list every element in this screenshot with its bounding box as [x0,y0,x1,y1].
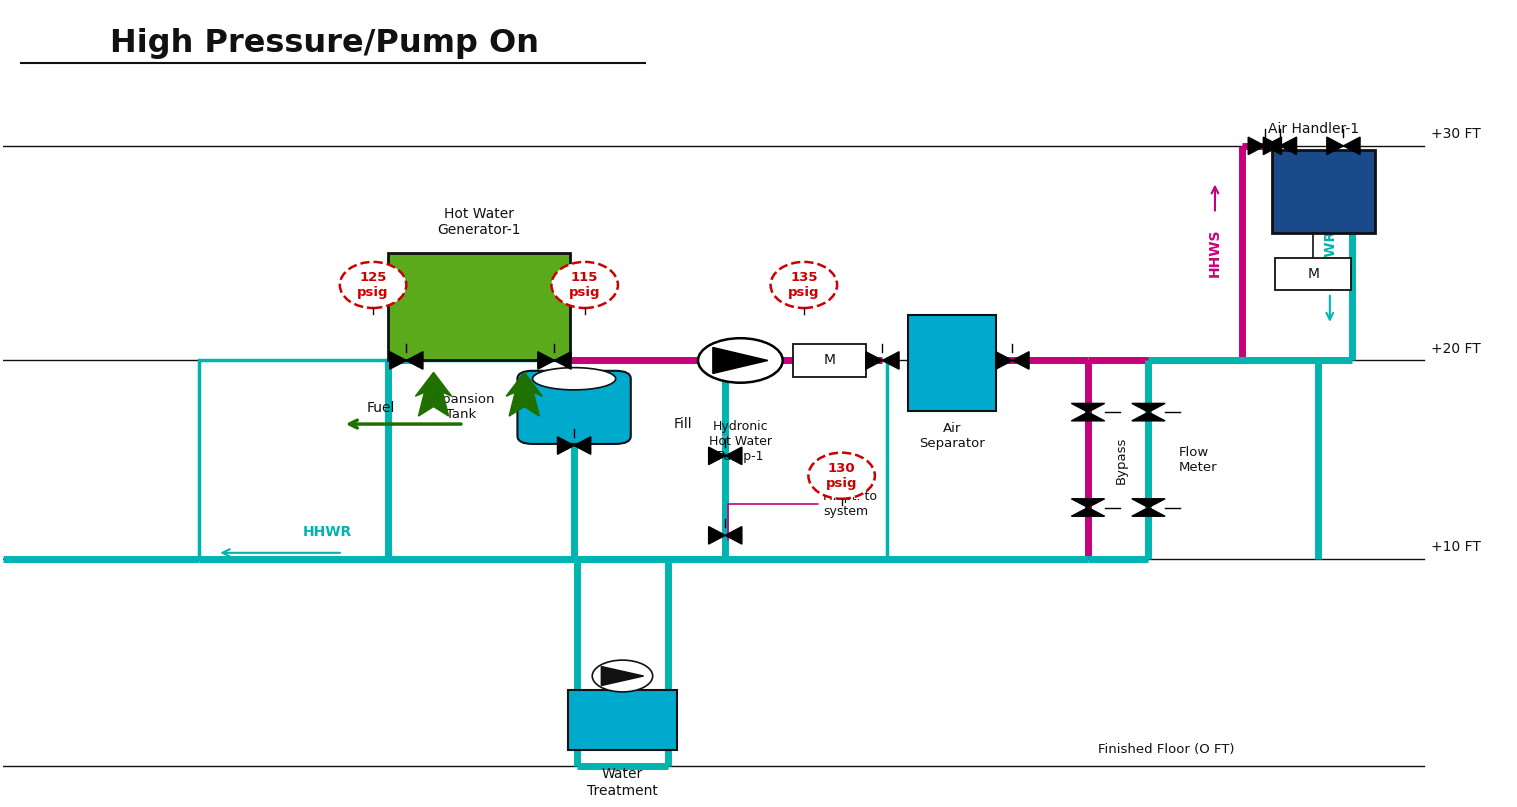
Ellipse shape [809,453,875,499]
FancyBboxPatch shape [1276,258,1352,290]
Text: Flow
Meter: Flow Meter [1179,445,1217,474]
Polygon shape [601,667,643,686]
Text: Water
Treatment: Water Treatment [587,767,658,797]
Polygon shape [708,447,725,465]
Polygon shape [1071,508,1104,516]
Text: Air Handler-1: Air Handler-1 [1268,122,1359,136]
Polygon shape [725,527,742,544]
Polygon shape [866,352,883,370]
Polygon shape [713,348,768,374]
Text: +10 FT: +10 FT [1431,541,1481,554]
Polygon shape [1248,137,1265,155]
FancyBboxPatch shape [1273,150,1376,233]
Text: Finished Floor (O FT): Finished Floor (O FT) [1098,743,1235,756]
Text: Fuel: Fuel [367,401,394,415]
Polygon shape [1132,508,1165,516]
Text: Fill: Fill [674,417,692,431]
Polygon shape [407,352,423,370]
Polygon shape [416,372,452,416]
Ellipse shape [532,368,616,390]
Polygon shape [539,352,554,370]
Text: HHWR: HHWR [1323,228,1336,278]
FancyBboxPatch shape [567,690,677,750]
Polygon shape [1280,137,1297,155]
Text: 125
psig: 125 psig [358,271,388,299]
Polygon shape [1071,412,1104,421]
Text: Hot Water: Hot Water [444,207,514,221]
Text: HHWS: HHWS [1208,229,1223,278]
Polygon shape [554,352,570,370]
FancyBboxPatch shape [517,370,631,444]
Polygon shape [573,437,590,454]
Polygon shape [1344,137,1361,155]
Polygon shape [1265,137,1282,155]
Text: M: M [824,353,836,367]
Polygon shape [1071,404,1104,412]
Text: 135
psig: 135 psig [789,271,819,299]
Text: +20 FT: +20 FT [1431,341,1481,356]
Polygon shape [883,352,900,370]
Text: 115
psig: 115 psig [569,271,601,299]
Polygon shape [1012,352,1029,370]
Ellipse shape [340,262,407,308]
Text: High Pressure/Pump On: High Pressure/Pump On [111,28,539,59]
Polygon shape [1132,404,1165,412]
Polygon shape [1132,499,1165,508]
Polygon shape [557,437,573,454]
Text: Fill pt. to
system: Fill pt. to system [728,491,877,541]
Polygon shape [390,352,407,370]
Text: Generator-1: Generator-1 [437,224,520,237]
Ellipse shape [771,262,837,308]
Text: HHWR: HHWR [303,525,352,539]
Text: M: M [1308,267,1320,281]
Text: +30 FT: +30 FT [1431,127,1481,141]
Circle shape [698,338,783,383]
Polygon shape [1327,137,1344,155]
Ellipse shape [552,262,617,308]
Circle shape [592,660,652,692]
Polygon shape [1132,412,1165,421]
Polygon shape [708,527,725,544]
Text: Bypass: Bypass [1115,436,1129,483]
Text: 130
psig: 130 psig [825,462,857,490]
FancyBboxPatch shape [793,344,866,377]
Polygon shape [507,372,543,416]
FancyBboxPatch shape [909,316,995,411]
Text: Hydronic
Hot Water
Pump-1: Hydronic Hot Water Pump-1 [708,420,772,463]
Polygon shape [725,447,742,465]
Text: Expansion
Tank: Expansion Tank [426,393,496,421]
Polygon shape [995,352,1012,370]
Polygon shape [1264,137,1280,155]
Polygon shape [1071,499,1104,508]
Text: Air
Separator: Air Separator [919,422,985,450]
FancyBboxPatch shape [388,253,569,361]
